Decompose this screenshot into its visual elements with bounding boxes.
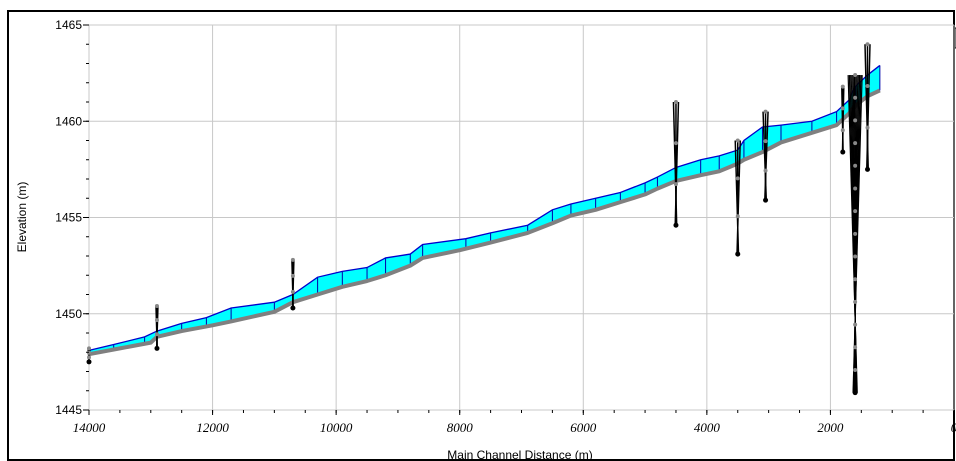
x-tick-label: 12000 <box>196 420 229 435</box>
x-tick-label: 0 <box>951 420 956 435</box>
ground-profile-line <box>88 88 881 357</box>
y-tick-label: 1460 <box>55 114 82 128</box>
structure-line <box>852 75 863 393</box>
structure-point <box>87 346 91 351</box>
x-axis-label: Main Channel Distance (m) <box>447 448 592 461</box>
structure-point <box>853 322 858 327</box>
structure-point <box>290 289 295 294</box>
structure-base-point <box>840 149 846 155</box>
chart-marks <box>86 42 881 396</box>
structure-line <box>736 140 741 255</box>
structure-base-point <box>763 197 769 203</box>
structure-point <box>853 73 858 78</box>
y-axis-label: Elevation (m) <box>15 182 29 253</box>
structure-point <box>853 345 858 350</box>
structure-point <box>853 299 858 304</box>
structure-point <box>853 95 858 100</box>
structure-point <box>763 139 768 144</box>
structure-point <box>673 100 678 104</box>
structure-point <box>290 257 295 262</box>
structure-point <box>290 273 295 278</box>
structure-point <box>735 214 740 219</box>
structure-point <box>853 209 858 214</box>
structure-point <box>865 125 870 130</box>
x-tick-label: 10000 <box>320 420 353 435</box>
structure-base-point <box>673 222 679 228</box>
x-tick-label: 14000 <box>73 420 106 435</box>
structure-point <box>673 182 678 187</box>
structure-line <box>866 44 871 170</box>
y-tick-label: 1455 <box>55 211 82 225</box>
x-tick-label: 2000 <box>817 420 844 435</box>
y-tick-label: 1445 <box>55 403 82 417</box>
structure-base-point <box>852 390 858 396</box>
structure-point <box>154 318 159 323</box>
structure-point <box>840 128 845 133</box>
structure-line <box>155 306 159 349</box>
axis-ticks: 14000 12000 10000 8000 6000 4000 2000 0 1445 1450… <box>55 18 956 435</box>
structure-point <box>840 106 845 111</box>
structure-point <box>154 332 159 337</box>
structure-point <box>87 350 91 355</box>
structure-point <box>853 186 858 191</box>
y-tick-label: 1450 <box>55 307 82 321</box>
structure-line <box>841 86 845 153</box>
x-tick-label: 8000 <box>447 420 474 435</box>
x-tick-label: 6000 <box>570 420 597 435</box>
structure-point <box>87 355 91 360</box>
structure-point <box>673 141 678 146</box>
structure-point <box>735 138 740 143</box>
structure-point <box>840 84 845 89</box>
structure-point <box>853 141 858 146</box>
structure-base-point <box>154 345 160 351</box>
structure-line <box>764 111 769 201</box>
structure-base-point <box>86 359 92 365</box>
structure-point <box>853 118 858 123</box>
structure-point <box>154 304 159 309</box>
structure-point <box>865 83 870 88</box>
structure-line <box>291 259 295 308</box>
x-tick-label: 4000 <box>694 420 721 435</box>
structure-base-point <box>865 166 870 172</box>
structure-point <box>853 163 858 168</box>
structure-line <box>674 101 680 226</box>
structure-point <box>853 277 858 282</box>
structure-point <box>853 367 858 372</box>
structure-base-point <box>290 305 296 311</box>
water-surface-line <box>88 64 881 351</box>
structure-base-point <box>735 251 741 257</box>
structure-point <box>853 254 858 259</box>
structure-point <box>763 168 768 173</box>
structure-point <box>763 109 768 114</box>
structure-point <box>853 231 858 236</box>
y-tick-label: 1465 <box>55 18 82 32</box>
structure-point <box>735 176 740 181</box>
structure-point <box>865 42 870 47</box>
